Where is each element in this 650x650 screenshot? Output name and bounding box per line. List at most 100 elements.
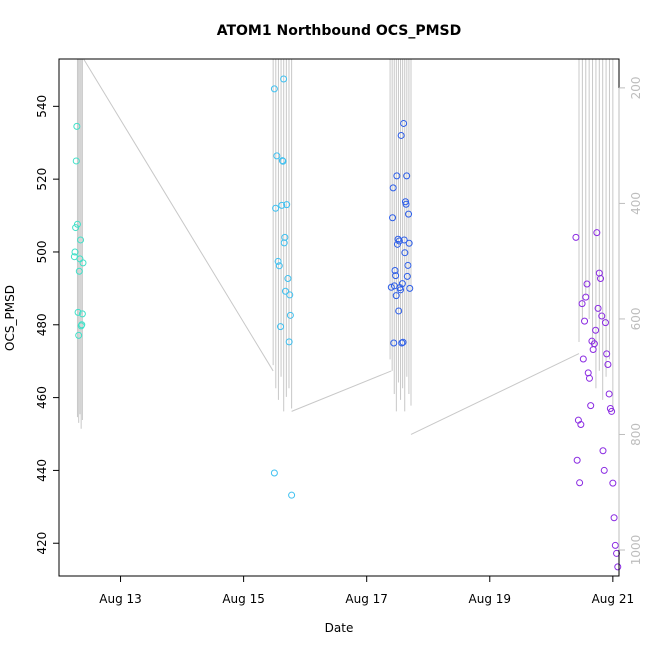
scatter-points bbox=[70, 75, 622, 571]
data-point bbox=[592, 326, 600, 334]
data-point bbox=[398, 339, 406, 347]
data-point bbox=[578, 300, 586, 308]
data-point bbox=[286, 291, 294, 299]
y-tick-label: 500 bbox=[35, 241, 49, 264]
data-point bbox=[275, 262, 283, 270]
data-point bbox=[270, 469, 278, 477]
data-point bbox=[611, 541, 619, 549]
data-point bbox=[75, 267, 83, 275]
plot-frame bbox=[58, 58, 620, 577]
y2-tick-label: 800 bbox=[629, 423, 643, 446]
y2-tick-label: 200 bbox=[629, 76, 643, 99]
data-point bbox=[608, 407, 616, 415]
data-point bbox=[278, 201, 286, 209]
data-point bbox=[614, 563, 622, 571]
data-point bbox=[402, 200, 410, 208]
grey-connector-line bbox=[410, 353, 580, 435]
data-point bbox=[395, 307, 403, 315]
data-point bbox=[79, 259, 87, 267]
data-point bbox=[403, 272, 411, 280]
data-point bbox=[392, 292, 400, 300]
y-tick-label: 520 bbox=[35, 168, 49, 191]
data-point bbox=[594, 304, 602, 312]
data-point bbox=[397, 131, 405, 139]
data-point bbox=[74, 308, 82, 316]
data-point bbox=[587, 402, 595, 410]
data-point bbox=[404, 261, 412, 269]
data-point bbox=[393, 172, 401, 180]
data-point bbox=[278, 157, 286, 165]
data-point bbox=[582, 293, 590, 301]
data-point bbox=[78, 310, 86, 318]
data-point bbox=[397, 286, 405, 294]
y-tick-label: 420 bbox=[35, 532, 49, 555]
data-point bbox=[73, 122, 81, 130]
data-point bbox=[273, 152, 281, 160]
data-point bbox=[405, 210, 413, 218]
secondary-series-lines bbox=[76, 58, 614, 435]
data-point bbox=[576, 479, 584, 487]
data-point bbox=[270, 85, 278, 93]
x-tick-label: Aug 19 bbox=[469, 592, 512, 606]
data-point bbox=[603, 350, 611, 358]
data-point bbox=[395, 237, 403, 245]
data-point bbox=[400, 119, 408, 127]
data-point bbox=[600, 466, 608, 474]
grey-connector-line bbox=[291, 370, 392, 412]
data-point bbox=[577, 421, 585, 429]
data-point bbox=[597, 275, 605, 283]
data-point bbox=[610, 514, 618, 522]
data-point bbox=[599, 447, 607, 455]
y-tick-label: 460 bbox=[35, 386, 49, 409]
data-point bbox=[593, 229, 601, 237]
x-tick-label: Aug 15 bbox=[222, 592, 265, 606]
data-point bbox=[72, 157, 80, 165]
data-point bbox=[583, 280, 591, 288]
data-point bbox=[581, 317, 589, 325]
y2-tick-label: 400 bbox=[629, 192, 643, 215]
secondary-y-axis: 200 400 600 800 1000 bbox=[618, 76, 643, 565]
data-point bbox=[284, 275, 292, 283]
data-point bbox=[392, 272, 400, 280]
grey-connector-line bbox=[83, 58, 274, 372]
data-point bbox=[401, 249, 409, 257]
x-tick-label: Aug 17 bbox=[345, 592, 388, 606]
data-point bbox=[400, 236, 408, 244]
data-point bbox=[283, 201, 291, 209]
y-axis: 420 440 460 480 500 520 540 bbox=[35, 95, 59, 555]
data-point bbox=[280, 75, 288, 83]
data-point bbox=[78, 321, 86, 329]
data-point bbox=[391, 267, 399, 275]
data-point bbox=[613, 549, 621, 557]
data-point bbox=[406, 284, 414, 292]
data-point bbox=[73, 220, 81, 228]
y-tick-label: 540 bbox=[35, 95, 49, 118]
data-point bbox=[405, 239, 413, 247]
chart-title: ATOM1 Northbound OCS_PMSD bbox=[217, 23, 462, 39]
data-point bbox=[403, 172, 411, 180]
data-point bbox=[605, 390, 613, 398]
data-point bbox=[398, 280, 406, 288]
data-point bbox=[77, 236, 85, 244]
data-point bbox=[598, 312, 606, 320]
data-point bbox=[389, 184, 397, 192]
data-point bbox=[601, 319, 609, 327]
data-point bbox=[604, 360, 612, 368]
data-point bbox=[390, 339, 398, 347]
y-tick-label: 440 bbox=[35, 459, 49, 482]
y-tick-label: 480 bbox=[35, 313, 49, 336]
data-point bbox=[279, 157, 287, 165]
x-axis-label: Date bbox=[325, 621, 354, 635]
data-point bbox=[609, 479, 617, 487]
data-point bbox=[389, 214, 397, 222]
data-point bbox=[286, 311, 294, 319]
data-point bbox=[590, 340, 598, 348]
data-point bbox=[71, 248, 79, 256]
data-point bbox=[573, 456, 581, 464]
data-point bbox=[579, 355, 587, 363]
y2-tick-label: 600 bbox=[629, 307, 643, 330]
data-point bbox=[272, 204, 280, 212]
x-tick-label: Aug 13 bbox=[99, 592, 142, 606]
x-axis: Aug 13 Aug 15 Aug 17 Aug 19 Aug 21 bbox=[99, 576, 634, 606]
